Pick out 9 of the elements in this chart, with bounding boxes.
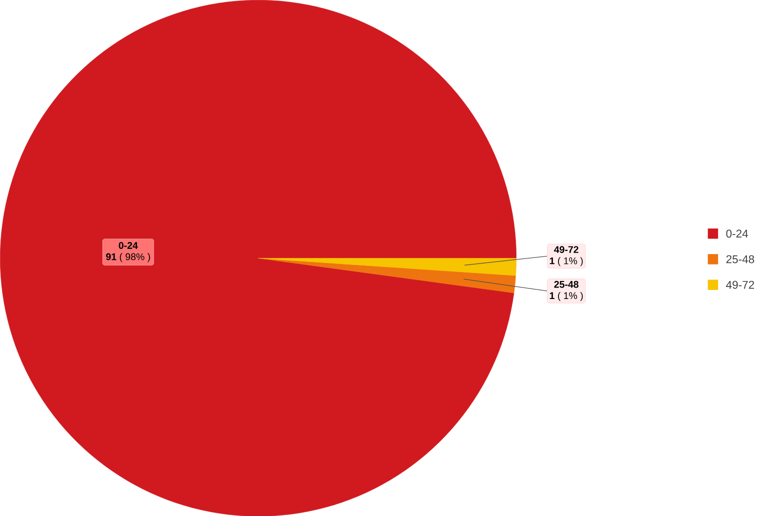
legend-label: 25-48	[726, 255, 754, 264]
legend-label: 49-72	[726, 280, 754, 289]
slice-label: 25-48	[554, 280, 578, 288]
data-label: 1 ( 1% )	[550, 256, 583, 266]
slice-label: 0-24	[118, 242, 138, 249]
slice-label: 49-72	[554, 246, 578, 253]
legend-label: 0-24	[726, 229, 748, 238]
data-label: 91 ( 98% )	[106, 252, 150, 262]
data-label: 1 ( 1% )	[550, 292, 583, 301]
